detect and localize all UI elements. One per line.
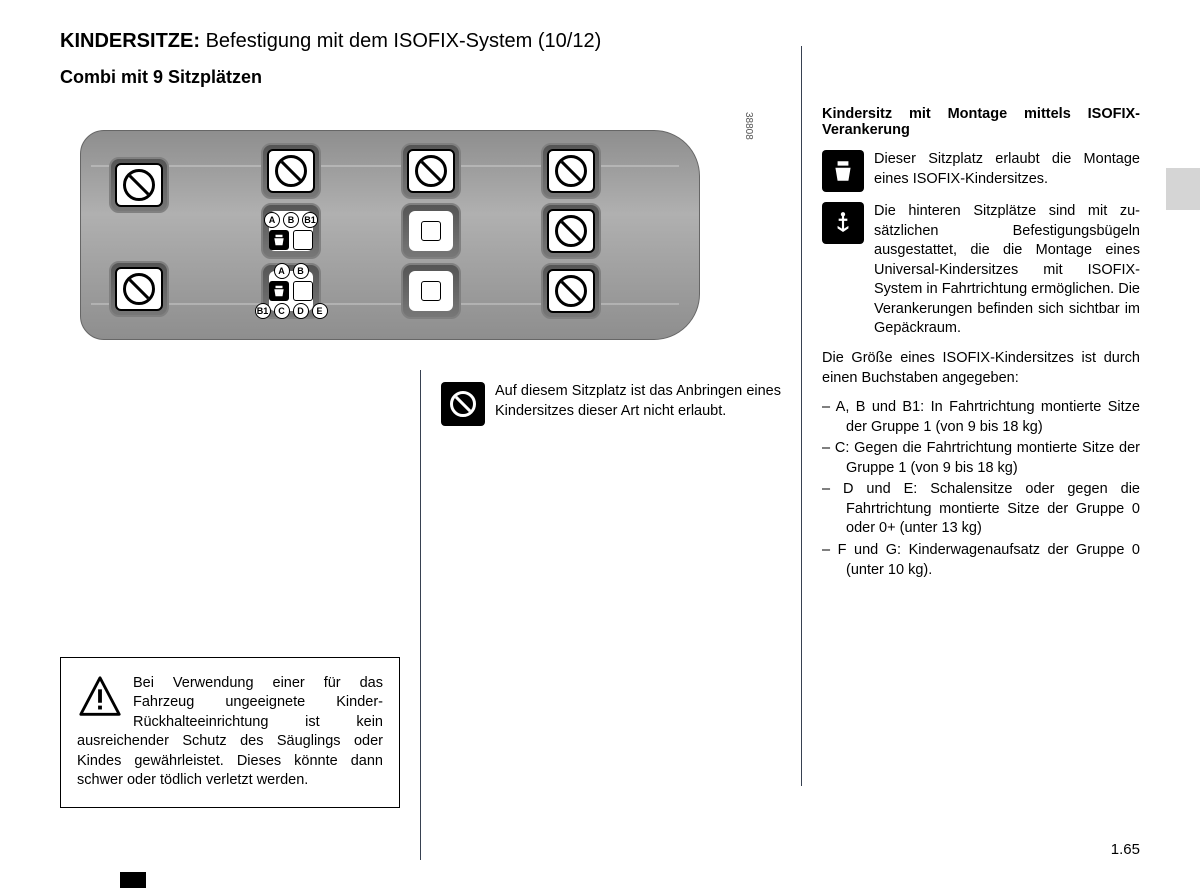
seat-r2c: A B B1 C D — [261, 263, 321, 319]
van-top-view: A B B1 — [80, 130, 700, 340]
size-item: – C: Gegen die Fahrtrichtung montierte S… — [822, 439, 1140, 478]
anchor-text: Die hinteren Sitzplätze sind mit zu­sätz… — [874, 202, 1140, 339]
column-separator-2 — [801, 46, 802, 786]
letter-B1: B1 — [302, 212, 318, 228]
forbidden-icon — [415, 155, 447, 187]
right-heading: Kindersitz mit Montage mittels ISOFIX-Ve… — [822, 106, 1140, 138]
title-bold: KINDERSITZE: — [60, 30, 200, 52]
column-separator — [420, 370, 421, 860]
size-item: – A, B und B1: In Fahrtrichtung montiert… — [822, 398, 1140, 437]
letter-D: D — [293, 303, 309, 319]
warning-box: Bei Verwendung einer für das Fahrzeug un… — [60, 657, 400, 808]
image-code: 38808 — [743, 112, 754, 140]
anchor-icon-box — [822, 202, 864, 244]
letter-B1b: B1 — [255, 303, 271, 319]
seat-r4b — [541, 203, 601, 259]
side-tab — [1166, 168, 1200, 210]
seat-r3a — [401, 143, 461, 199]
anchor-icon — [293, 230, 313, 250]
size-list: – A, B und B1: In Fahrtrichtung montiert… — [822, 398, 1140, 580]
letter-B: B — [283, 212, 299, 228]
anchor-icon — [421, 281, 441, 301]
prohibition-text: Auf diesem Sitzplatz ist das An­bringen … — [495, 382, 781, 426]
letter-row-1: A B B1 — [264, 212, 318, 228]
forbidden-icon — [555, 275, 587, 307]
letter-A: A — [264, 212, 280, 228]
anchor-note: Die hinteren Sitzplätze sind mit zu­sätz… — [822, 202, 1140, 339]
forbidden-icon-box — [441, 382, 485, 426]
anchor-icon — [293, 281, 313, 301]
isofix-seat-note: Dieser Sitzplatz erlaubt die Montage ein… — [822, 150, 1140, 192]
seat-r4c — [541, 263, 601, 319]
forbidden-icon — [123, 273, 155, 305]
size-item: – F und G: Kinderwagenaufsatz der Gruppe… — [822, 541, 1140, 580]
subtitle: Combi mit 9 Sitzplätzen — [60, 67, 1140, 88]
forbidden-icon — [275, 155, 307, 187]
title-rest: Befestigung mit dem ISOFIX-System (10/12… — [206, 30, 602, 52]
child-seat-icon — [269, 230, 289, 250]
letter-A2: A — [274, 263, 290, 279]
seat-r3c — [401, 263, 461, 319]
letter-B2: B — [293, 263, 309, 279]
child-seat-icon-box — [822, 150, 864, 192]
seat-front-top — [109, 157, 169, 213]
seat-driver — [109, 261, 169, 317]
forbidden-icon — [555, 215, 587, 247]
forbidden-icon — [123, 169, 155, 201]
size-intro: Die Größe eines ISOFIX-Kindersitzes ist … — [822, 349, 1140, 388]
warning-icon — [77, 674, 123, 720]
letter-E: E — [312, 303, 328, 319]
footer-tab-mark — [120, 872, 146, 888]
seat-r3b — [401, 203, 461, 259]
size-item: – D und E: Schalensitze oder gegen die F… — [822, 480, 1140, 539]
vehicle-diagram: 38808 — [60, 106, 740, 366]
seat-r2b: A B B1 — [261, 203, 321, 259]
prohibition-note: Auf diesem Sitzplatz ist das An­bringen … — [441, 382, 781, 426]
page-title: KINDERSITZE: Befestigung mit dem ISOFIX-… — [60, 30, 1140, 53]
seat-r2a — [261, 143, 321, 199]
child-seat-icon — [269, 281, 289, 301]
forbidden-icon — [555, 155, 587, 187]
page-number: 1.65 — [1111, 841, 1140, 858]
anchor-icon — [421, 221, 441, 241]
seat-r4a — [541, 143, 601, 199]
letter-C: C — [274, 303, 290, 319]
isofix-seat-text: Dieser Sitzplatz erlaubt die Montage ein… — [874, 150, 1140, 192]
